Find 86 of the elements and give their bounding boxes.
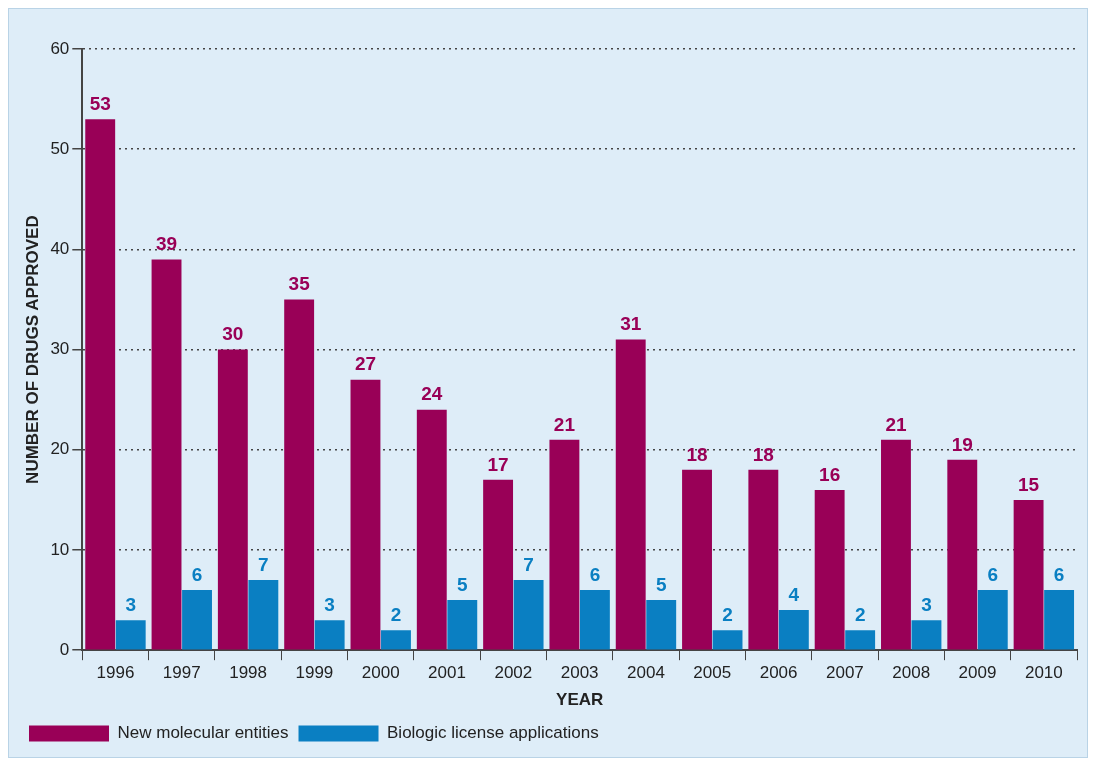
- bar: [483, 479, 514, 650]
- bar: [845, 630, 876, 650]
- y-tick-label: 60: [50, 38, 70, 58]
- x-tick-label: 2005: [693, 663, 732, 683]
- bar: [682, 469, 712, 650]
- data-label: 16: [819, 463, 841, 485]
- bar: [712, 630, 743, 650]
- legend-label: Biologic license applications: [387, 723, 599, 743]
- data-label: 6: [987, 563, 999, 585]
- bar: [350, 379, 381, 650]
- bar: [513, 580, 544, 650]
- x-tick-label: 2001: [428, 663, 466, 683]
- x-tick-label: 2008: [892, 663, 931, 683]
- bar: [248, 580, 279, 650]
- data-label: 7: [523, 553, 534, 575]
- bar: [911, 620, 942, 650]
- bar: [381, 630, 411, 650]
- x-tick-label: 2009: [958, 663, 997, 683]
- x-tick-label: 2003: [560, 663, 599, 683]
- y-tick-label: 10: [50, 539, 70, 559]
- x-tick-label: 1997: [162, 663, 201, 683]
- y-tick-label: 30: [50, 339, 70, 359]
- data-label: 39: [155, 233, 178, 255]
- data-label: 6: [191, 563, 203, 585]
- data-label: 2: [854, 603, 866, 625]
- x-tick-label: 2006: [759, 663, 798, 683]
- x-tick-label: 2004: [627, 663, 665, 683]
- bar: [778, 610, 809, 650]
- x-axis-title: YEAR: [556, 690, 604, 710]
- x-tick-label: 2007: [825, 663, 864, 683]
- data-label: 5: [456, 573, 468, 595]
- bar: [217, 349, 248, 650]
- data-label: 4: [788, 583, 800, 605]
- bar: [1044, 590, 1075, 650]
- data-label: 35: [288, 273, 311, 295]
- data-label: 3: [324, 593, 335, 615]
- bar: [447, 600, 478, 650]
- x-tick-label: 2010: [1024, 663, 1063, 683]
- bar: [814, 489, 845, 650]
- bar: [748, 469, 779, 650]
- bar: [579, 590, 610, 650]
- data-label: 3: [921, 593, 932, 615]
- bar: [151, 259, 182, 650]
- data-label: 2: [722, 603, 733, 625]
- bar: [977, 590, 1008, 650]
- y-tick-label: 50: [50, 138, 70, 158]
- data-label: 27: [354, 353, 377, 375]
- x-tick-label: 1999: [295, 663, 334, 683]
- data-label: 24: [421, 383, 443, 405]
- bar: [115, 620, 146, 650]
- x-tick-label: 1998: [229, 663, 268, 683]
- data-label: 21: [885, 413, 907, 435]
- bar: [881, 439, 911, 650]
- data-label: 18: [686, 443, 708, 465]
- data-label: 21: [553, 413, 576, 435]
- x-tick-label: 1996: [96, 663, 135, 683]
- bar: [615, 339, 646, 650]
- data-label: 3: [125, 593, 137, 615]
- bar: [1013, 499, 1044, 650]
- data-label: 7: [258, 553, 269, 575]
- data-label: 19: [951, 433, 973, 455]
- y-axis-title: NUMBER OF DRUGS APPROVED: [22, 215, 42, 484]
- data-label: 15: [1018, 473, 1040, 495]
- data-label: 2: [390, 603, 402, 625]
- bar: [416, 409, 447, 650]
- data-label: 18: [752, 443, 774, 465]
- y-tick-label: 40: [50, 239, 70, 259]
- bar: [947, 459, 978, 650]
- bar: [646, 600, 677, 650]
- bar: [182, 590, 212, 650]
- data-label: 31: [620, 313, 642, 335]
- bar: [314, 620, 345, 650]
- data-label: 30: [222, 323, 244, 345]
- data-label: 6: [589, 563, 601, 585]
- y-tick-label: 20: [50, 439, 70, 459]
- data-label: 17: [487, 453, 509, 475]
- bar: [284, 299, 315, 650]
- data-label: 53: [89, 92, 111, 114]
- data-label: 6: [1053, 563, 1065, 585]
- x-tick-label: 2000: [361, 663, 400, 683]
- y-tick-label: 0: [59, 639, 70, 659]
- legend-label: New molecular entities: [117, 723, 289, 743]
- bar: [85, 119, 116, 650]
- data-label: 5: [655, 573, 667, 595]
- x-tick-label: 2002: [494, 663, 533, 683]
- bar: [549, 439, 580, 650]
